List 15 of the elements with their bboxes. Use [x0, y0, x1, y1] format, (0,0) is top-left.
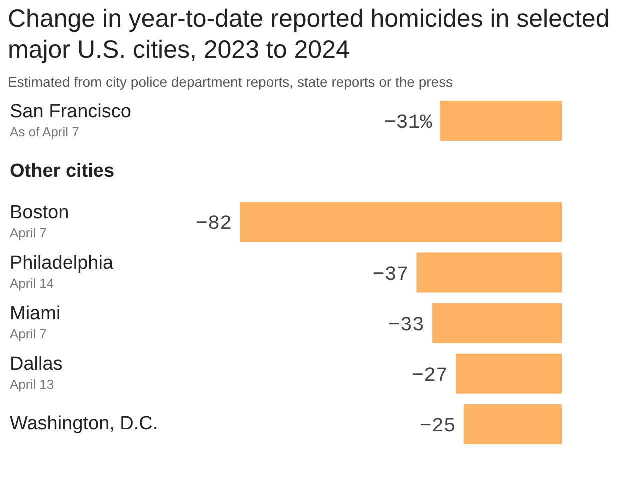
data-label: −82 [196, 213, 232, 236]
y-tick-label: San Francisco As of April 7 [10, 101, 132, 140]
y-tick-label: Dallas April 13 [10, 354, 63, 392]
data-label: −33 [388, 314, 424, 338]
y-tick-label: Philadelphia April 14 [10, 253, 114, 291]
chart-subtitle: Estimated from city police department reports, state reports or the press [8, 74, 454, 90]
data-label: −27 [412, 364, 448, 388]
data-label: −25 [420, 415, 456, 438]
y-tick-label: Boston April 7 [10, 202, 70, 240]
chart-title: Change in year-to-date reported homicides in selected major U.S. cities, 2023 to 2024 [8, 4, 611, 66]
y-tick-label: Washington, D.C. [10, 414, 158, 435]
data-label: −37 [372, 264, 409, 287]
y-tick-label: Other cities [10, 160, 115, 182]
data-label: −31% [384, 112, 434, 136]
y-tick-label: Miami April 7 [10, 304, 61, 342]
